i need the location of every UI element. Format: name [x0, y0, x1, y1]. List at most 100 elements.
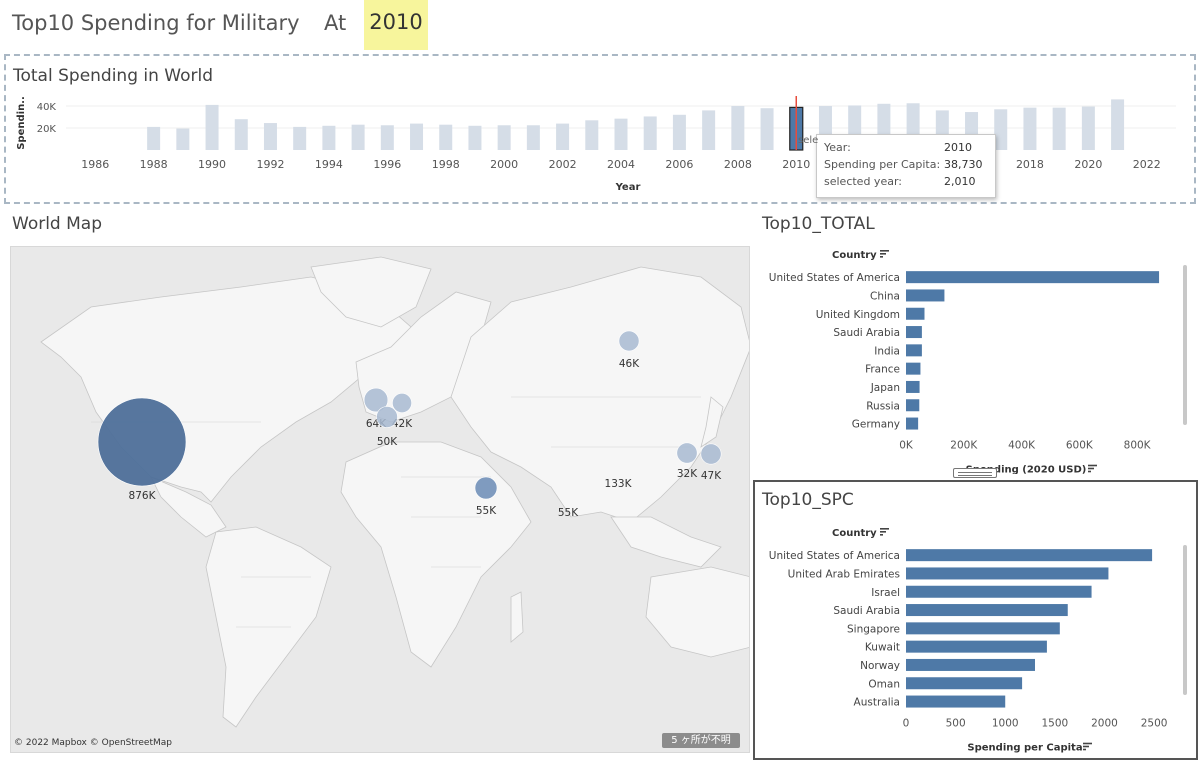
category-label[interactable]: Japan [870, 382, 900, 394]
year-bar[interactable] [439, 124, 453, 150]
country-bubble[interactable] [392, 393, 412, 413]
sort-icon[interactable] [1088, 464, 1097, 473]
country-bubble[interactable] [97, 397, 187, 487]
category-label[interactable]: Oman [868, 678, 900, 690]
category-label[interactable]: United States of America [769, 272, 900, 284]
category-label[interactable]: Australia [854, 697, 900, 709]
x-tick-label: 2004 [607, 158, 635, 171]
year-bar[interactable] [322, 125, 336, 150]
country-bar[interactable] [906, 549, 1153, 562]
country-bar[interactable] [906, 640, 1047, 653]
year-bar[interactable] [293, 126, 307, 150]
top10-total-category-header[interactable]: Country [832, 250, 890, 261]
year-bar[interactable] [497, 125, 511, 150]
x-tick-label: 500 [946, 718, 966, 730]
country-bar[interactable] [906, 399, 920, 412]
year-bar[interactable] [176, 128, 190, 150]
year-tooltip: Year: 2010 Spending per Capita: 38,730 s… [816, 134, 996, 198]
year-bar[interactable] [410, 123, 424, 150]
country-bar[interactable] [906, 695, 1006, 708]
hidden-label-fragment: sele [798, 135, 819, 146]
year-bar[interactable] [234, 119, 248, 150]
country-bar[interactable] [906, 362, 921, 375]
country-bubble[interactable] [700, 443, 722, 465]
year-bar[interactable] [1023, 107, 1037, 150]
year-bar[interactable] [556, 123, 570, 150]
country-bar[interactable] [906, 604, 1068, 617]
sort-icon[interactable] [880, 528, 890, 536]
category-label[interactable]: United Arab Emirates [788, 568, 900, 580]
year-bar[interactable] [702, 110, 716, 150]
sort-icon[interactable] [1083, 742, 1092, 751]
year-bar[interactable] [1081, 106, 1095, 150]
map-credit[interactable]: © 2022 Mapbox © OpenStreetMap [14, 738, 172, 748]
country-bar[interactable] [906, 677, 1023, 690]
year-bar[interactable] [643, 116, 657, 150]
top10-total-scrollbar[interactable] [1183, 265, 1187, 425]
category-label[interactable]: France [865, 364, 900, 376]
year-bar[interactable] [263, 123, 277, 150]
country-bar[interactable] [906, 271, 1160, 284]
year-bar[interactable] [672, 114, 686, 150]
category-label[interactable]: Saudi Arabia [833, 605, 900, 617]
country-bar[interactable] [906, 289, 945, 302]
year-bar[interactable] [205, 104, 219, 150]
country-bar[interactable] [906, 307, 925, 320]
year-bar[interactable] [760, 108, 774, 150]
country-bar[interactable] [906, 326, 922, 339]
year-bar[interactable] [994, 109, 1008, 150]
country-bar[interactable] [906, 658, 1035, 671]
total-spending-chart[interactable]: Spendin.. 20K 40K 1986 1988 1990 1992 1994 1996 1… [6, 90, 1192, 200]
year-bar[interactable] [380, 125, 394, 150]
category-label[interactable]: United Kingdom [816, 309, 900, 321]
top10-spc-chart[interactable]: United States of America United Arab Emir… [758, 540, 1190, 754]
bubble-label: 133K [605, 478, 633, 490]
country-bar[interactable] [906, 622, 1060, 635]
category-label[interactable]: Russia [866, 400, 900, 412]
country-bar[interactable] [906, 417, 919, 430]
category-label[interactable]: United States of America [769, 550, 900, 562]
unknown-locations-badge[interactable]: 5 ヶ所が不明 [662, 733, 740, 748]
country-bubble[interactable] [474, 476, 498, 500]
selected-year-badge[interactable]: 2010 [364, 0, 428, 50]
sort-icon[interactable] [880, 250, 890, 258]
category-label[interactable]: Saudi Arabia [833, 327, 900, 339]
x-tick-label: 0K [899, 440, 914, 452]
year-bar[interactable] [468, 125, 482, 150]
category-label[interactable]: Israel [871, 587, 900, 599]
country-bubble[interactable] [676, 442, 698, 464]
country-bar[interactable] [906, 585, 1092, 598]
greenland-shape [310, 256, 432, 328]
year-bar[interactable] [147, 126, 161, 150]
world-map[interactable]: 876K 64K 42K 50K 55K 55K 133K 46K 32K 47K [10, 246, 750, 753]
africa-shape [340, 441, 532, 668]
country-bubble[interactable] [363, 387, 389, 413]
panel-resize-handle[interactable] [953, 468, 997, 478]
country-bar[interactable] [906, 344, 922, 357]
year-bar[interactable] [351, 124, 365, 150]
year-bar[interactable] [731, 106, 745, 150]
country-bubble[interactable] [376, 406, 398, 428]
year-bar[interactable] [614, 118, 628, 150]
top10-total-chart[interactable]: United States of America China United King… [758, 262, 1190, 474]
tooltip-label: Year: [824, 141, 851, 154]
category-label[interactable]: Norway [860, 660, 900, 672]
top10-spc-category-header[interactable]: Country [832, 528, 890, 539]
country-bar[interactable] [906, 380, 920, 393]
category-label[interactable]: Kuwait [865, 642, 900, 654]
country-bubble[interactable] [618, 330, 640, 352]
year-bar[interactable] [585, 120, 599, 150]
year-bar[interactable] [1111, 99, 1125, 150]
x-tick-label: 1996 [373, 158, 401, 171]
country-bar[interactable] [906, 567, 1109, 580]
category-label[interactable]: Singapore [847, 623, 900, 635]
category-label[interactable]: China [870, 290, 900, 302]
tooltip-label: Spending per Capita: [824, 158, 941, 171]
year-bar[interactable] [1052, 107, 1066, 150]
top10-spc-scrollbar[interactable] [1183, 545, 1187, 695]
category-label[interactable]: Germany [852, 419, 900, 431]
category-label[interactable]: India [874, 345, 900, 357]
year-bar[interactable] [526, 125, 540, 150]
southeast-asia-shape [610, 516, 722, 568]
